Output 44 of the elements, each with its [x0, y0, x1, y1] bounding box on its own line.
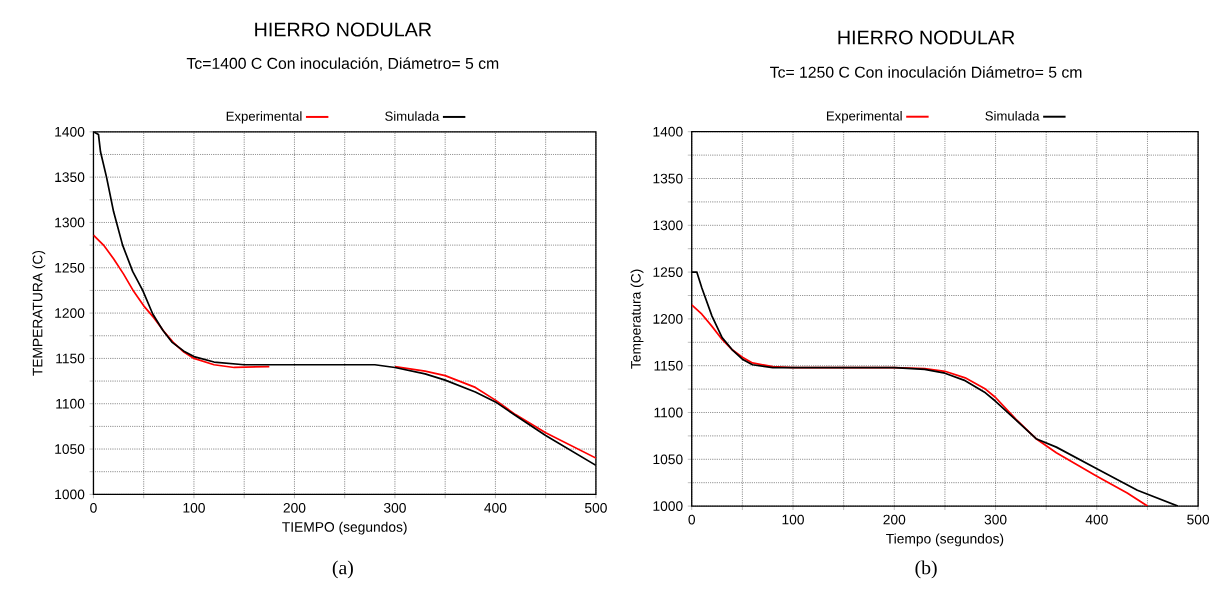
text: (b)	[915, 560, 937, 579]
y-tick-label: 1250	[55, 262, 85, 273]
chart-title: HIERRO NODULAR	[255, 22, 432, 37]
y-axis-title: Temperatura (C)	[630, 269, 644, 369]
y-tick-label: 1300	[55, 217, 85, 228]
y-tick-label: 1150	[56, 353, 85, 364]
x-tick-label: 400	[1085, 514, 1108, 525]
y-tick-label: 1200	[653, 314, 683, 324]
x-tick-label: 300	[984, 514, 1007, 525]
x-tick-label: 100	[183, 502, 205, 513]
chart-subtitle: Tc= 1250 C Con inoculación Diámetro= 5 cm	[770, 66, 1082, 78]
y-tick-label: 1050	[653, 454, 683, 465]
x-tick-label: 0	[688, 514, 696, 525]
y-tick-label: 1000	[55, 489, 85, 500]
legend-label: Simulada	[985, 110, 1040, 121]
y-tick-label: 1050	[55, 444, 85, 454]
x-tick-label: 200	[283, 502, 306, 513]
y-axis-title: TEMPERATURA (C)	[32, 250, 46, 376]
x-tick-label: 400	[484, 502, 507, 513]
x-tick-label: 200	[883, 514, 906, 525]
x-tick-label: 100	[782, 514, 804, 525]
y-tick-label: 1150	[654, 360, 683, 371]
y-tick-label: 1350	[55, 172, 85, 182]
y-tick-label: 1200	[55, 308, 85, 318]
x-axis-title: Tiempo (segundos)	[886, 533, 1004, 547]
legend-label: Experimental	[826, 110, 902, 124]
y-tick-label: 1250	[653, 267, 683, 277]
x-tick-label: 300	[383, 502, 406, 513]
y-tick-label: 1400	[653, 126, 683, 137]
chart-title: HIERRO NODULAR	[838, 30, 1015, 45]
y-tick-label: 1400	[55, 126, 85, 137]
legend-label: Simulada	[385, 111, 440, 121]
x-tick-label: 500	[584, 502, 607, 513]
x-tick-label: 500	[1187, 514, 1210, 525]
text: (a)	[332, 560, 353, 579]
y-tick-label: 1100	[654, 407, 683, 418]
x-axis-title: TIEMPO (segundos)	[282, 521, 407, 535]
legend-label: Experimental	[226, 111, 302, 124]
y-tick-label: 1100	[56, 398, 85, 409]
y-tick-label: 1300	[653, 220, 683, 231]
x-tick-label: 0	[90, 502, 97, 513]
y-tick-label: 1350	[653, 173, 683, 184]
y-tick-label: 1000	[653, 501, 683, 511]
chart-subtitle: Tc=1400 C Con inoculación, Diámetro= 5 cm	[186, 57, 499, 71]
